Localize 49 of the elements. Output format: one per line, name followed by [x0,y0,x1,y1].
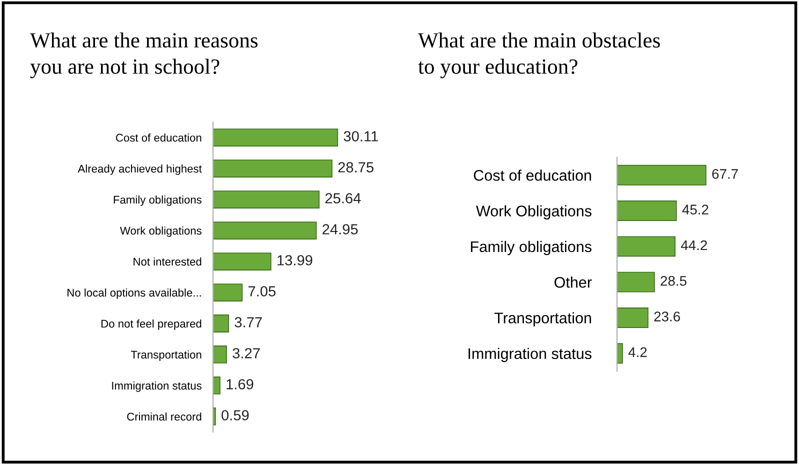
data-label: 3.77 [234,317,262,328]
y-tick-label: Work Obligations [476,205,592,220]
data-label: 13.99 [278,255,312,266]
bar [213,314,230,332]
bar [213,160,332,178]
data-label: 7.05 [248,286,276,296]
data-label: 28.75 [338,162,374,172]
data-label: 25.64 [325,193,361,204]
bar [213,284,243,302]
data-label: 28.5 [660,276,686,286]
y-tick-label: Immigration status [468,348,592,362]
y-tick-label: Transportation [130,350,202,361]
chart-title: What are the main obstacles to your education? [418,32,660,78]
y-tick-label: Criminal record [127,412,202,421]
y-tick-label: Work obligations [120,226,202,237]
bar [213,346,227,364]
y-tick-label: Transportation [494,312,592,326]
data-label: 67.7 [712,169,738,179]
bar [617,308,648,328]
y-tick-label: Cost of education [474,170,592,181]
data-label: 30.11 [344,131,378,142]
data-label: 45.2 [682,204,708,214]
data-label: 1.69 [226,379,254,390]
bar [213,222,317,240]
y-tick-label: Other [554,276,592,288]
bar [617,164,706,186]
y-tick-label: Do not feel prepared [102,319,202,330]
y-tick-label: No local options available... [68,288,201,299]
bar [617,272,655,292]
data-label: 44.2 [680,240,707,250]
bar [617,200,677,221]
bar [213,128,338,146]
y-tick-label: Not interested [134,257,202,266]
data-label: 0.59 [222,410,249,420]
bar [213,190,320,208]
y-tick-label: Family obligations [470,240,592,256]
bar [617,343,623,364]
y-tick-label: Family obligations [114,195,202,206]
y-tick-label: Immigration status [112,381,202,392]
chart-title: What are the main reasons you are not in school? [30,32,258,78]
data-label: 23.6 [654,312,680,322]
data-label: 24.95 [322,224,358,234]
bar [213,252,272,270]
bar [617,236,676,257]
data-label: 3.27 [232,348,260,358]
bar [213,376,220,394]
y-tick-label: Already achieved highest [78,164,202,175]
y-tick-label: Cost of education [116,134,202,142]
data-label: 4.2 [628,347,647,357]
